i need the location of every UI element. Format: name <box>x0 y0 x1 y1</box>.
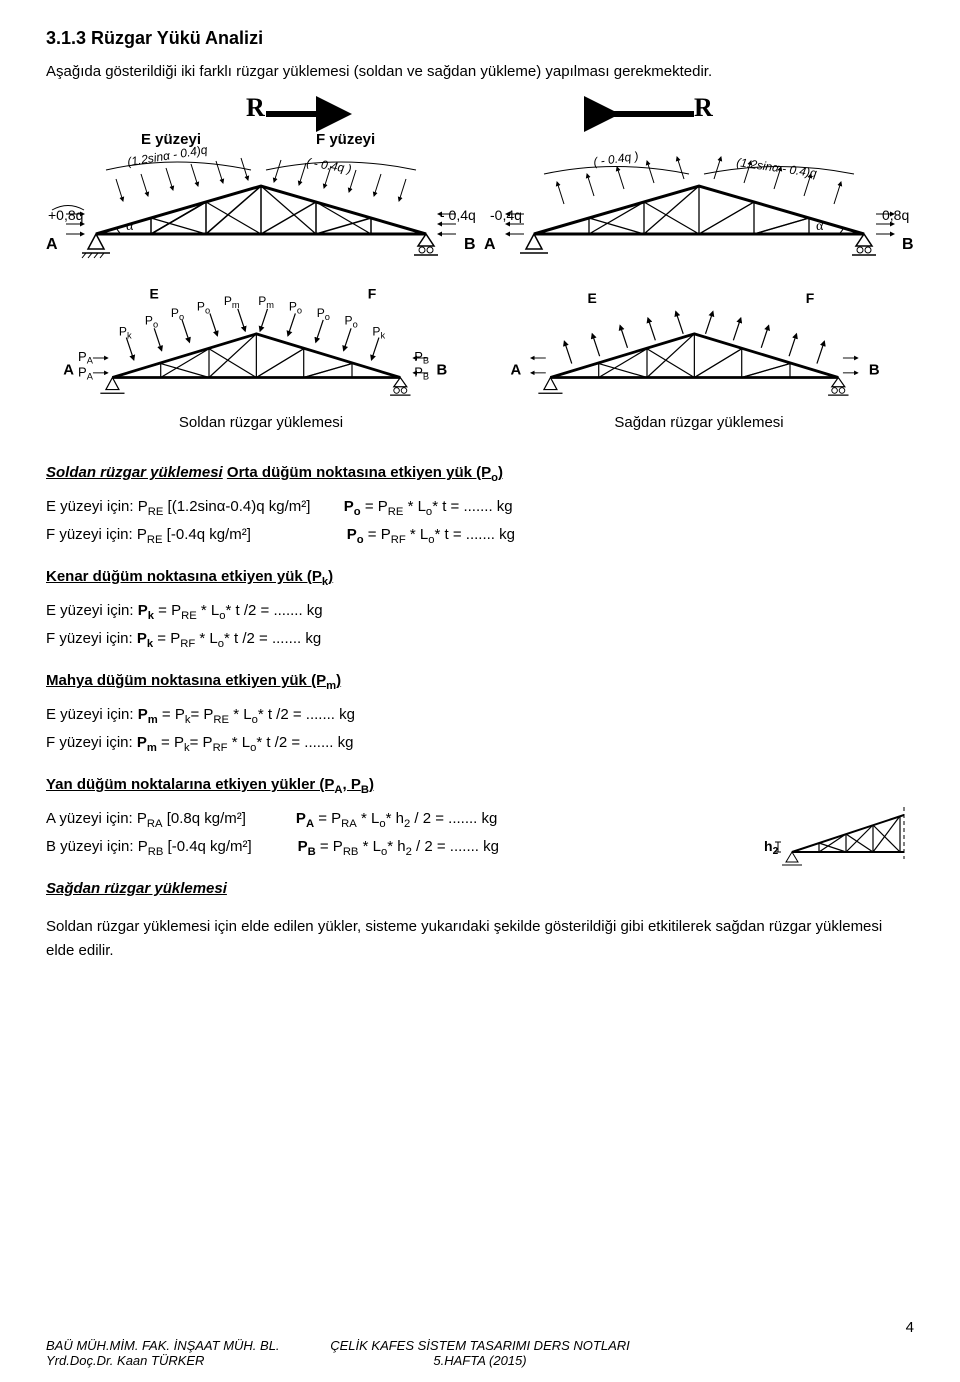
section-title: 3.1.3 Rüzgar Yükü Analizi <box>46 28 914 49</box>
yan-title: Yan düğüm noktalarına etkiyen yükler (PA… <box>46 773 374 799</box>
A-side-load: -0,4q <box>490 207 522 223</box>
E-load-expr: ( - 0.4q ) <box>592 149 639 169</box>
page-number: 4 <box>906 1319 914 1336</box>
intro-text: Aşağıda gösterildiği iki farklı rüzgar y… <box>46 63 914 80</box>
caption-left: Soldan rüzgar yüklemesi <box>46 414 476 431</box>
truss-top-right: R ( - 0.4q ) (1.2sinα - 0.4)q <box>484 94 914 264</box>
orta-F-line: F yüzeyi için: PRE [-0.4q kg/m²] Po = PR… <box>46 523 914 549</box>
svg-text:PB: PB <box>414 349 429 366</box>
svg-text:Po: Po <box>317 306 330 322</box>
A-label: A <box>484 236 496 253</box>
truss-mid-left-svg: E F Pk Po Po Po Pm Pm Po Po Po Pk <box>46 280 476 410</box>
B-label: B <box>464 236 476 253</box>
B-label: B <box>869 363 880 379</box>
footer-right: 5.HAFTA (2015) <box>433 1353 526 1368</box>
svg-text:PA: PA <box>78 365 94 382</box>
truss-top-left-svg: R E yüzeyi F yüzeyi (1.2sinα - 0.4)q <box>46 94 476 264</box>
alpha-symbol: α <box>126 219 134 234</box>
B-label: B <box>902 236 914 253</box>
caption-right: Sağdan rüzgar yüklemesi <box>484 414 914 431</box>
truss-mid-left: E F Pk Po Po Po Pm Pm Po Po Po Pk <box>46 280 476 431</box>
orta-E-line: E yüzeyi için: PRE [(1.2sinα-0.4)q kg/m²… <box>46 495 914 521</box>
inset-truss: h2 <box>764 797 914 875</box>
B-label: B <box>437 363 448 379</box>
svg-text:Po: Po <box>289 300 302 316</box>
B-side-load: 0,8q <box>882 207 909 223</box>
R-label: R <box>246 94 265 122</box>
svg-text:Po: Po <box>197 300 210 316</box>
A-label: A <box>511 363 522 379</box>
E-label: E <box>150 286 159 302</box>
A-label: A <box>46 236 58 253</box>
R-label: R <box>694 94 713 122</box>
F-yuzeyi-label: F yüzeyi <box>316 131 375 148</box>
F-label: F <box>806 290 815 306</box>
kenar-E-line: E yüzeyi için: Pk = PRE * Lo* t /2 = ...… <box>46 599 914 625</box>
footer-center: ÇELİK KAFES SİSTEM TASARIMI DERS NOTLARI <box>330 1338 630 1353</box>
truss-top-left: R E yüzeyi F yüzeyi (1.2sinα - 0.4)q <box>46 94 476 264</box>
E-label: E <box>588 290 597 306</box>
alpha-symbol: α <box>816 219 824 234</box>
mahya-E-line: E yüzeyi için: Pm = Pk= PRE * Lo* t /2 =… <box>46 703 914 729</box>
svg-text:Po: Po <box>171 306 184 322</box>
page: 3.1.3 Rüzgar Yükü Analizi Aşağıda göster… <box>0 0 960 1382</box>
mahya-F-line: F yüzeyi için: Pm = Pk= PRF * Lo* t /2 =… <box>46 731 914 757</box>
footer: BAÜ MÜH.MİM. FAK. İNŞAAT MÜH. BL. Yrd.Do… <box>46 1338 914 1368</box>
svg-text:Po: Po <box>345 314 358 330</box>
kenar-title: Kenar düğüm noktasına etkiyen yük (Pk) <box>46 565 333 591</box>
svg-text:Po: Po <box>145 314 158 330</box>
soldan-title: Soldan rüzgar yüklemesi <box>46 461 223 485</box>
mahya-title: Mahya düğüm noktasına etkiyen yük (Pm) <box>46 669 341 695</box>
truss-mid-right: E F <box>484 280 914 431</box>
svg-text:Pm: Pm <box>258 294 274 310</box>
kenar-F-line: F yüzeyi için: Pk = PRF * Lo* t /2 = ...… <box>46 627 914 653</box>
sagdan-title: Sağdan rüzgar yüklemesi <box>46 877 227 901</box>
sagdan-text: Soldan rüzgar yüklemesi için elde edilen… <box>46 915 914 963</box>
svg-text:h2: h2 <box>764 838 779 857</box>
svg-text:Pk: Pk <box>119 325 132 341</box>
F-label: F <box>368 286 377 302</box>
A-label: A <box>63 363 74 379</box>
B-side-load: - 0,4q <box>440 207 476 223</box>
svg-text:Pm: Pm <box>224 294 240 310</box>
calc-block: Soldan rüzgar yüklemesi Orta düğüm nokta… <box>46 447 914 963</box>
truss-top-right-svg: R ( - 0.4q ) (1.2sinα - 0.4)q <box>484 94 914 264</box>
figure-row-top: R E yüzeyi F yüzeyi (1.2sinα - 0.4)q <box>46 94 914 264</box>
truss-mid-right-svg: E F <box>484 280 914 410</box>
svg-text:PA: PA <box>78 349 94 366</box>
figure-row-mid: E F Pk Po Po Po Pm Pm Po Po Po Pk <box>46 280 914 431</box>
orta-title: Orta düğüm noktasına etkiyen yük (Po) <box>227 461 503 487</box>
